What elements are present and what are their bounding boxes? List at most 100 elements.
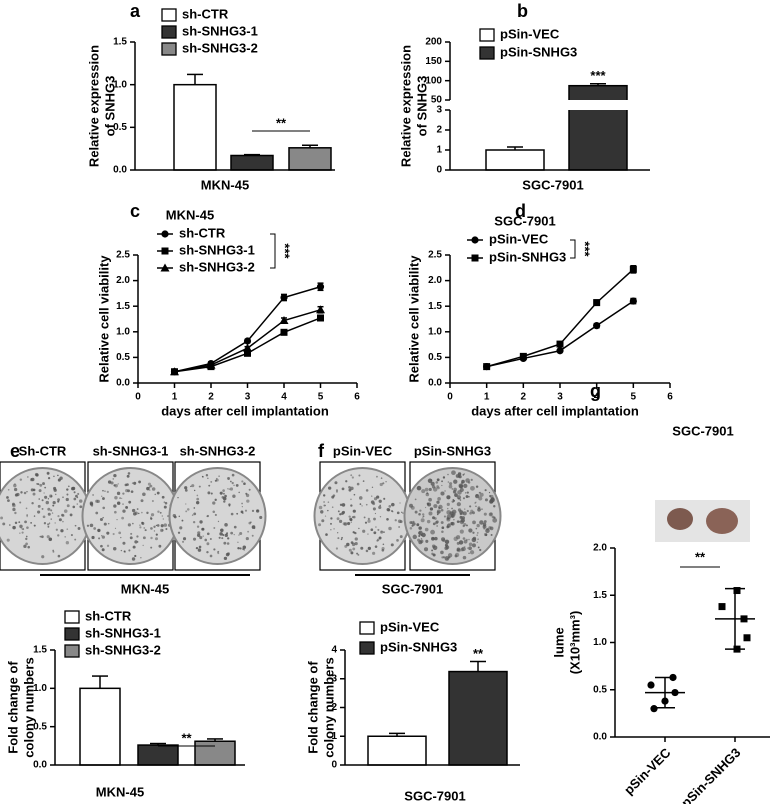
- colony: [454, 493, 458, 498]
- y-tick-label: 1.0: [116, 326, 130, 337]
- colony: [190, 485, 192, 488]
- legend-label: pSin-SNHG3: [500, 44, 577, 59]
- marker: [718, 603, 726, 611]
- colony: [55, 528, 58, 531]
- colony: [327, 509, 329, 512]
- colony: [141, 521, 144, 525]
- colony: [72, 505, 76, 509]
- colony: [212, 501, 216, 505]
- significance: ***: [590, 68, 606, 83]
- colony: [127, 489, 130, 493]
- colony: [337, 510, 340, 513]
- colony: [102, 506, 106, 510]
- colony: [339, 513, 342, 516]
- colony: [140, 499, 144, 503]
- colony: [347, 521, 351, 526]
- colony: [101, 535, 103, 537]
- colony: [89, 502, 94, 506]
- colony: [466, 491, 469, 494]
- colony: [318, 523, 322, 527]
- colony: [133, 481, 137, 485]
- y-axis-label: lume: [551, 627, 566, 657]
- colony: [224, 523, 228, 527]
- colony: [223, 500, 226, 503]
- colony: [359, 503, 362, 506]
- colony: [459, 510, 463, 514]
- panel-letter: c: [130, 201, 140, 221]
- colony: [23, 491, 27, 495]
- y-axis-label: Relative cell viability: [406, 255, 421, 383]
- colony: [49, 494, 53, 498]
- colony: [454, 552, 460, 558]
- colony: [341, 503, 346, 507]
- colony: [410, 505, 415, 510]
- colony: [468, 542, 473, 547]
- colony: [426, 492, 429, 495]
- colony: [38, 498, 40, 500]
- colony: [236, 512, 239, 515]
- y-tick-label: 4: [331, 645, 337, 656]
- colony: [0, 516, 4, 520]
- colony: [432, 545, 438, 551]
- y-tick-label: 3: [436, 105, 442, 116]
- colony: [475, 527, 478, 530]
- colony: [227, 488, 229, 490]
- colony: [223, 556, 228, 561]
- image-label: sh-SNHG3-2: [180, 443, 256, 458]
- colony: [450, 511, 456, 517]
- colony: [457, 548, 461, 553]
- colony: [436, 510, 440, 515]
- colony: [239, 531, 243, 535]
- colony: [177, 496, 179, 499]
- colony: [237, 546, 240, 550]
- colony: [383, 531, 385, 533]
- legend-swatch: [359, 641, 375, 655]
- colony: [139, 524, 141, 526]
- colony: [65, 541, 70, 545]
- colony: [367, 519, 371, 523]
- marker: [317, 314, 324, 322]
- colony: [358, 527, 360, 530]
- colony: [182, 537, 187, 541]
- marker: [519, 352, 527, 360]
- colony: [23, 544, 27, 548]
- series-line: [486, 300, 634, 368]
- colony: [116, 518, 118, 521]
- marker: [671, 688, 679, 697]
- colony: [386, 507, 390, 512]
- colony: [436, 500, 440, 504]
- colony: [230, 512, 234, 516]
- x-tick-label: 1: [172, 392, 178, 403]
- colony: [154, 537, 158, 541]
- y-axis-label: Fold change of: [5, 661, 20, 754]
- tumor: [706, 508, 738, 534]
- x-axis-label: MKN-45: [201, 177, 249, 192]
- x-tick-label: pSin-VEC: [621, 745, 674, 798]
- legend-swatch: [64, 610, 80, 624]
- colony: [362, 480, 365, 482]
- colony: [92, 493, 95, 496]
- colony: [41, 507, 44, 510]
- colony: [62, 520, 64, 523]
- colony: [446, 510, 452, 515]
- colony: [202, 535, 204, 537]
- colony: [493, 505, 496, 508]
- colony: [136, 508, 139, 510]
- colony: [73, 497, 77, 501]
- colony: [328, 486, 332, 490]
- x-axis-label: MKN-45: [96, 784, 144, 799]
- colony: [229, 480, 232, 483]
- colony: [246, 499, 250, 503]
- colony: [448, 484, 453, 489]
- colony: [150, 536, 153, 540]
- colony: [420, 518, 425, 523]
- colony: [372, 551, 376, 555]
- marker: [471, 254, 479, 262]
- colony: [164, 501, 168, 505]
- colony: [386, 518, 389, 521]
- colony: [352, 515, 356, 519]
- colony: [163, 523, 168, 527]
- colony: [177, 531, 181, 534]
- marker: [650, 705, 658, 713]
- colony: [332, 494, 336, 497]
